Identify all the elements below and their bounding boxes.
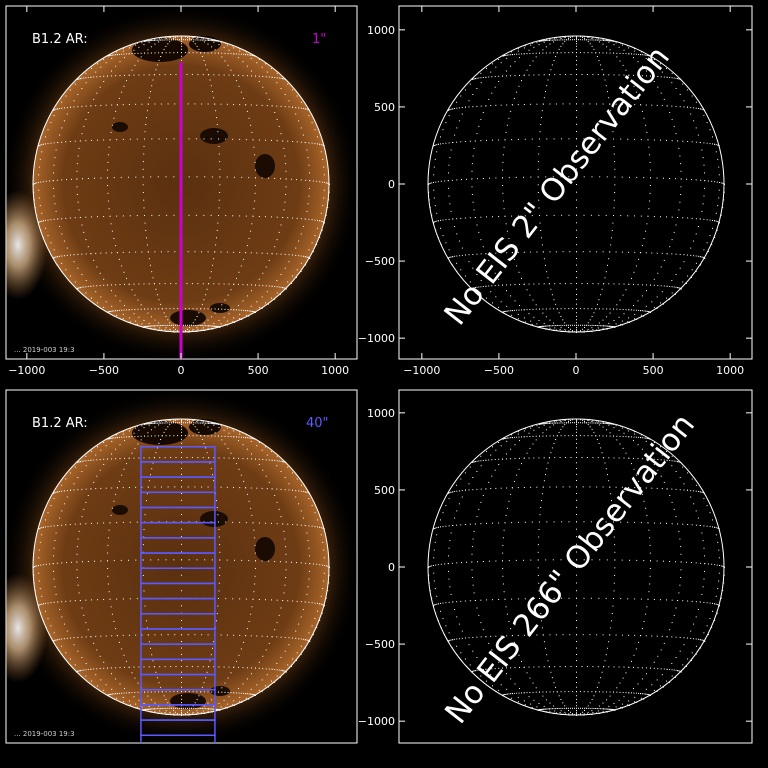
limb-circle [427,35,725,333]
x-tick-label: −1000 [403,364,440,377]
panel-bottom-right: No EIS 266" Observation 10005000−500−100… [358,389,753,744]
y-tick-label: 0 [388,561,395,574]
y-tick-label: 1000 [367,407,395,420]
x-axis: −1000 −500 0 500 1000 [403,6,744,377]
image-caption: ... 2019-003 19:3 [14,346,75,354]
y-axis: 1000 500 0 −500 −1000 [358,407,752,728]
eis-raster-boxes [140,446,216,743]
x-tick-label: 0 [178,364,185,377]
coronal-hole-north [132,419,221,445]
x-tick-label: −500 [484,364,514,377]
image-caption: ... 2019-003 19:3 [14,730,75,738]
x-tick-label: −1000 [8,364,45,377]
panel-top-right: No EIS 2" Observation −1000 −500 0 500 1000 … [358,5,753,377]
y-tick-label: 0 [388,178,395,191]
solar-image [6,390,357,743]
y-axis: 1000 500 0 −500 −1000 [358,24,752,345]
y-tick-label: −500 [365,638,395,651]
panel-label: B1.2 AR: [32,32,88,47]
y-tick-label: −500 [365,255,395,268]
y-tick-label: −1000 [358,332,395,345]
y-tick-label: −1000 [358,715,395,728]
limb-circle [32,418,330,716]
eis-raster-box [140,734,216,743]
y-tick-label: 500 [374,101,395,114]
x-tick-label: 500 [643,364,664,377]
panel-bottom-left: B1.2 AR: 40" ... 2019-003 19:3 [5,389,358,744]
x-tick-label: −500 [89,364,119,377]
panel-frame [398,5,753,360]
panel-frame [398,389,753,744]
x-tick-label: 500 [248,364,269,377]
y-tick-label: 500 [374,484,395,497]
x-axis: −1000 −500 0 500 1000 [8,6,349,377]
panel-top-left: B1.2 AR: 1" ... 2019-003 19:3 −1000 −500 0… [5,5,358,377]
solar-image [6,6,357,359]
x-tick-label: 1000 [321,364,349,377]
panel-label: B1.2 AR: [32,416,88,431]
x-tick-label: 1000 [716,364,744,377]
x-tick-label: 0 [573,364,580,377]
slit-size-label: 1" [312,32,326,47]
y-tick-label: 1000 [367,24,395,37]
limb-circle [427,418,725,716]
active-regions [112,122,275,326]
slit-size-label: 40" [306,416,329,431]
lat-lon-grid [428,419,725,716]
